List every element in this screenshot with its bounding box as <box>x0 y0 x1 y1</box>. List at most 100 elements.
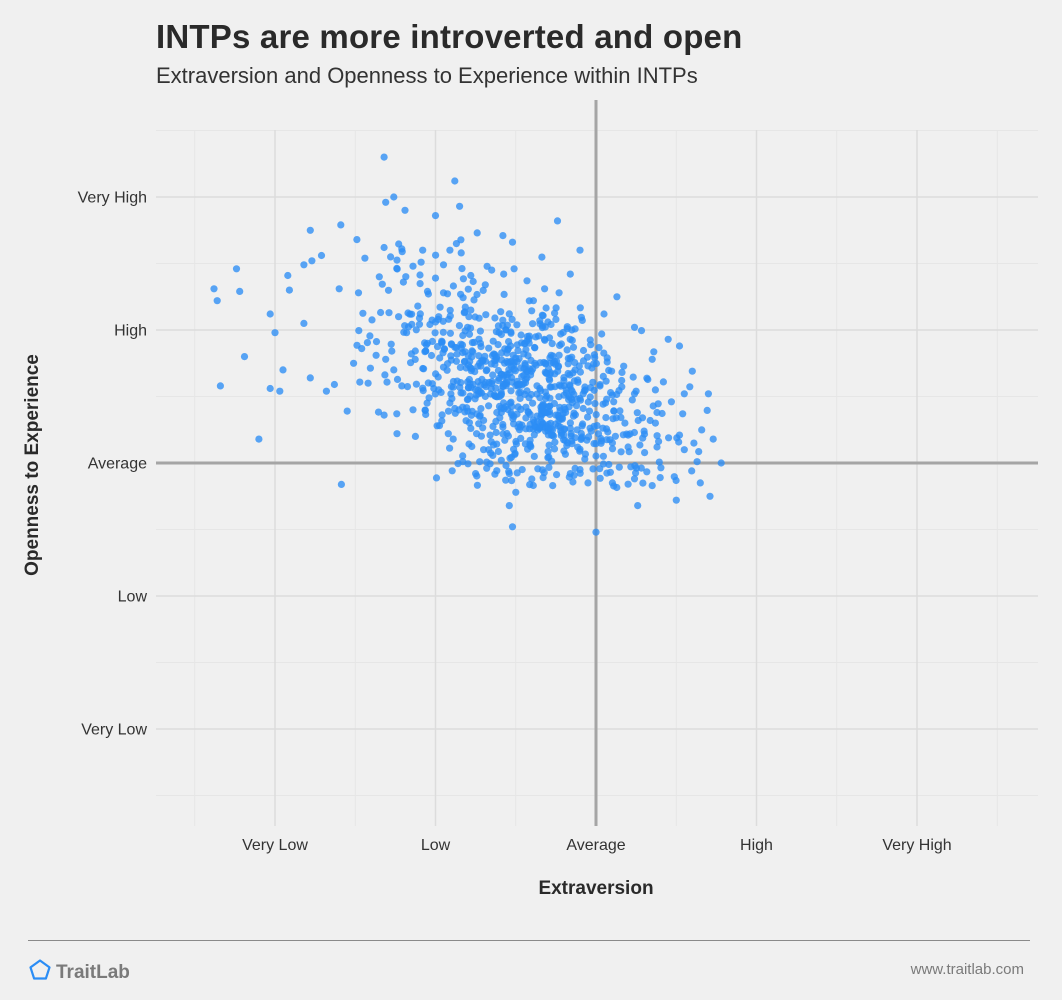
data-point <box>578 316 586 324</box>
data-point <box>434 373 442 381</box>
data-point <box>579 357 588 365</box>
data-point <box>438 337 446 345</box>
data-point <box>457 249 465 257</box>
site-url[interactable]: www.traitlab.com <box>910 961 1024 978</box>
data-point <box>706 492 714 500</box>
data-point <box>567 430 575 438</box>
data-point <box>415 314 424 322</box>
data-point <box>522 375 530 384</box>
data-point <box>432 474 441 482</box>
data-point <box>378 280 386 288</box>
data-point <box>634 502 642 510</box>
data-point <box>443 366 451 374</box>
data-point <box>317 251 326 260</box>
data-point <box>688 367 696 375</box>
data-point <box>497 456 505 464</box>
data-point <box>424 290 432 298</box>
data-point <box>526 365 534 373</box>
data-point <box>620 362 628 370</box>
data-point <box>570 377 579 385</box>
data-point <box>393 256 401 264</box>
data-point <box>555 351 563 359</box>
data-point <box>421 348 429 356</box>
data-point <box>629 373 637 381</box>
data-point <box>306 374 314 382</box>
data-point <box>459 275 467 283</box>
y-tick-labels: Very High High Average Low Very Low <box>78 190 148 739</box>
data-point <box>385 309 393 317</box>
data-point <box>648 482 656 490</box>
data-point <box>236 287 244 295</box>
data-point <box>517 434 525 442</box>
data-point <box>492 417 500 425</box>
data-point <box>407 359 415 367</box>
data-point <box>423 399 431 407</box>
data-point <box>402 273 410 281</box>
data-point <box>505 338 513 346</box>
data-point <box>330 380 338 389</box>
data-point <box>657 464 665 472</box>
data-point <box>454 460 462 468</box>
data-point <box>422 341 430 349</box>
data-point <box>421 406 429 414</box>
data-point <box>476 458 484 466</box>
chart-title: INTPs are more introverted and open <box>156 18 743 55</box>
data-point <box>470 296 478 304</box>
brand-logo[interactable]: TraitLab <box>28 958 130 987</box>
data-point <box>382 198 390 206</box>
data-point <box>641 449 649 457</box>
data-point <box>675 342 684 350</box>
data-point <box>492 428 500 437</box>
data-point <box>566 371 574 379</box>
data-point <box>526 481 534 489</box>
data-point <box>436 354 444 362</box>
data-point <box>675 438 683 446</box>
data-point <box>659 378 668 386</box>
data-point <box>598 330 606 338</box>
data-point <box>672 496 680 504</box>
data-point <box>366 364 374 372</box>
data-point <box>436 303 444 311</box>
data-point <box>480 446 488 454</box>
data-point <box>284 271 292 280</box>
data-point <box>561 450 570 458</box>
data-point <box>467 411 475 419</box>
data-point <box>467 424 475 432</box>
data-point <box>637 327 646 335</box>
data-point <box>562 408 570 416</box>
data-point <box>497 390 506 398</box>
data-point <box>419 384 427 392</box>
data-point <box>210 285 218 293</box>
data-point <box>566 419 575 427</box>
data-point <box>520 365 528 373</box>
data-point <box>439 349 447 357</box>
data-point <box>408 320 416 328</box>
data-point <box>388 347 396 355</box>
data-point <box>300 319 308 327</box>
data-point <box>556 403 564 411</box>
data-point <box>606 436 614 444</box>
data-point <box>506 399 514 407</box>
data-point <box>616 407 624 415</box>
data-point <box>354 289 363 297</box>
data-point <box>439 328 447 336</box>
data-point <box>621 419 629 427</box>
data-point <box>506 454 514 462</box>
data-point <box>553 217 562 225</box>
data-point <box>500 270 508 278</box>
data-point <box>419 246 427 254</box>
data-point <box>522 346 530 354</box>
data-point <box>513 410 521 418</box>
data-point <box>509 445 518 453</box>
data-point <box>518 381 526 389</box>
data-point <box>636 441 644 449</box>
data-point <box>528 307 536 315</box>
data-point <box>537 387 545 395</box>
data-point <box>406 310 414 318</box>
data-point <box>540 469 548 477</box>
data-point <box>447 352 455 360</box>
data-point <box>380 243 388 252</box>
data-point <box>628 396 636 404</box>
data-point <box>279 366 287 374</box>
data-point <box>375 273 383 281</box>
